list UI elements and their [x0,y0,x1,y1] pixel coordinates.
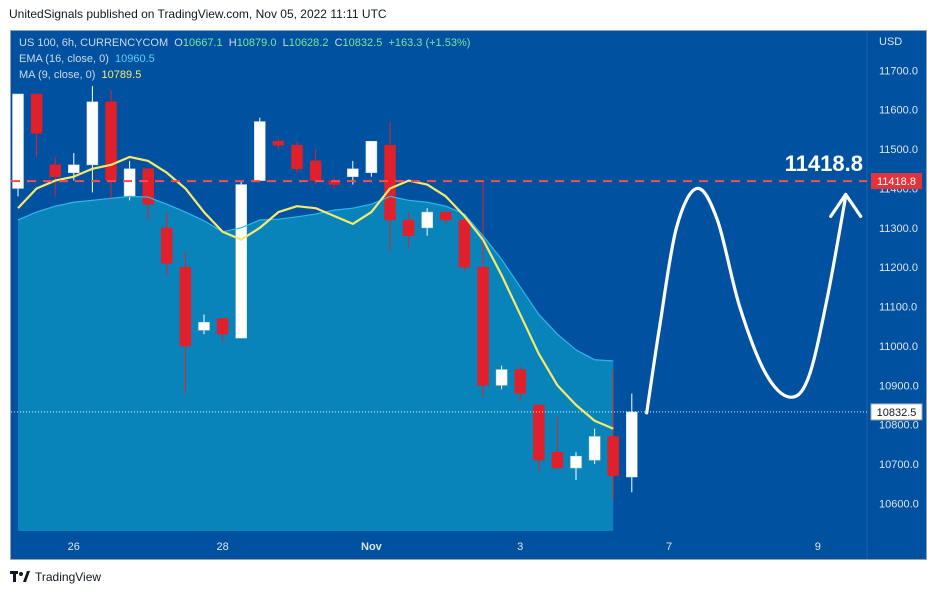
legend-close-label: C [334,37,343,49]
legend-close: 10832.5 [342,37,383,49]
legend-open-label: O [174,37,183,49]
candle-down [440,211,452,221]
tradingview-logo-icon [10,571,30,582]
candle-up [365,140,378,173]
candle-up [570,455,582,469]
time-tick-label: 28 [216,541,228,553]
candle-up [198,322,210,331]
candle-up [347,168,359,177]
legend-ohlc: US 100, 6h, CURRENCYCOM O10667.1 H10879.… [19,37,470,49]
candle-down [551,452,564,469]
candle-up [123,168,136,197]
currency-label: USD [879,36,903,48]
legend-high-label: H [228,37,237,49]
time-tick-label: 9 [815,541,821,553]
candle-down [291,144,303,170]
target-price-badge [871,173,922,190]
price-tick-label: 10600.0 [879,498,919,510]
candle-up [12,93,24,189]
price-tick-label: 11000.0 [879,341,918,353]
ema-line [17,195,614,362]
legend-high: 10879.0 [236,37,277,49]
price-tick-label: 11700.0 [879,65,918,77]
legend-ema-label: EMA (16, close, 0) [19,53,109,65]
candle-down [30,93,43,134]
chart-area[interactable]: 11418.8 10600.0 10700.0 10800.0 10900.0 1100… [10,30,927,560]
legend-ema-value: 10960.5 [115,53,155,65]
last-price-badge-label: 10832.5 [877,407,917,419]
candle-up [626,411,638,478]
candle-up [421,211,433,229]
candle-down [49,164,61,177]
last-price-badge [870,403,923,421]
projection-arrowhead [829,192,863,218]
legend-change: +163.3 (+1.53%) [388,37,471,49]
price-tick-label: 10700.0 [879,459,919,471]
time-tick-label: 7 [666,541,672,553]
publisher-line: UnitedSignals published on TradingView.c… [9,7,387,21]
projection-path [645,186,848,415]
candle-down [402,219,415,236]
candle-up [68,164,80,173]
candle-up [235,184,247,339]
price-tick-label: 11500.0 [879,144,918,156]
candle-down [514,369,526,394]
legend-ma-value: 10789.5 [101,69,142,81]
candle-down [105,101,117,181]
candle-down [161,227,173,264]
tradingview-logo[interactable]: TradingView [10,570,101,584]
price-tick-label: 10800.0 [879,420,919,432]
candle-down [179,266,192,347]
legend-symbol: US 100, 6h, CURRENCYCOM [19,37,169,49]
price-tick-label: 10900.0 [879,380,919,392]
time-tick-label: Nov [361,541,383,553]
legend-ema[interactable]: EMA (16, close, 0) 10960.5 [19,53,155,65]
legend-low: 10628.2 [288,37,329,49]
legend-low-label: L [282,37,289,49]
candle-down [533,404,545,461]
ema-area [18,196,614,532]
candle-up [588,436,601,461]
ma-line [17,155,614,430]
candle-down [142,168,154,205]
candle-down [309,160,322,181]
candle-down [216,318,229,335]
candle-down [272,140,285,146]
candle-up [495,369,508,386]
candle-up [86,101,99,166]
legend-ma-label: MA (9, close, 0) [19,69,96,81]
target-price-label: 11418.8 [785,151,863,176]
footer-brand: TradingView [35,570,102,584]
time-tick-label: 3 [517,541,523,553]
legend-open: 10667.1 [182,37,223,49]
candle-down [384,144,396,221]
legend-ma[interactable]: MA (9, close, 0) 10789.5 [19,69,141,81]
candle-down [477,266,489,386]
candle-down [607,436,619,477]
price-tick-label: 11300.0 [879,223,918,235]
price-tick-label: 11600.0 [879,105,918,117]
time-tick-label: 26 [68,541,80,553]
target-price-badge-label: 11418.8 [877,176,916,188]
candle-up [254,121,266,181]
candle-down [458,219,471,268]
price-chart[interactable]: 11418.8 10600.0 10700.0 10800.0 10900.0 1100… [11,31,927,560]
price-tick-label: 11200.0 [879,262,918,274]
time-axis-strip [11,531,926,559]
price-tick-label: 11100.0 [879,302,917,314]
